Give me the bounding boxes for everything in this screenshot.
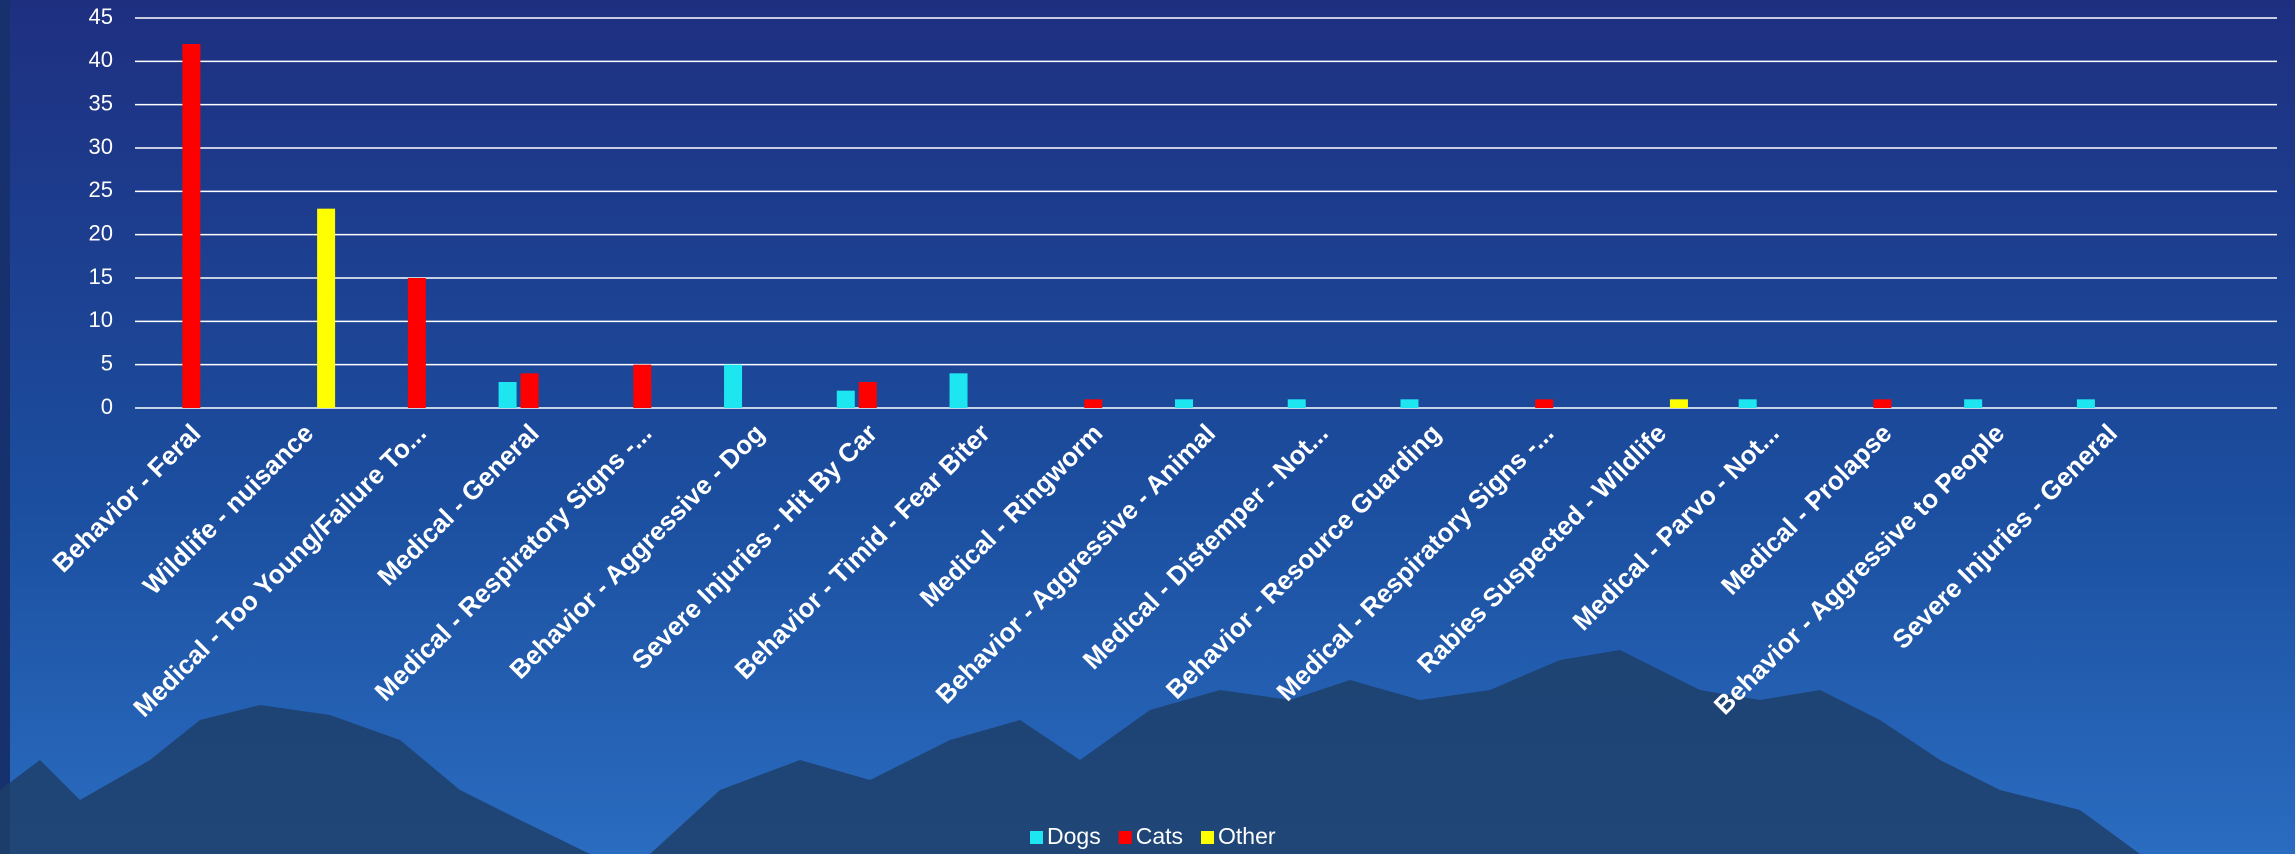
bar [498,382,517,408]
bar [858,382,877,408]
legend-label: Other [1218,823,1276,849]
bar [724,364,743,408]
bar [1084,399,1103,408]
bar [836,390,855,408]
bar [407,278,426,408]
bar [1738,399,1757,408]
bar [1175,399,1193,408]
edge [0,0,10,854]
legend-swatch [1030,831,1043,844]
y-tick-label: 40 [89,47,113,72]
bar [633,364,652,408]
mountain [650,650,2140,854]
bar [1400,399,1419,408]
y-tick-label: 45 [89,4,113,29]
bar [520,373,539,408]
y-tick-label: 10 [89,307,113,332]
bar [182,44,201,408]
y-tick-label: 35 [89,90,113,115]
legend-swatch [1201,831,1214,844]
legend-label: Dogs [1047,823,1101,849]
y-tick-label: 0 [101,394,113,419]
mountain [0,705,590,854]
bar [2076,399,2095,408]
bar [317,208,336,408]
bar [1964,399,1983,408]
bar [1873,399,1892,408]
bar [949,373,968,408]
bar [1287,399,1306,408]
legend-swatch [1118,831,1132,844]
y-tick-label: 5 [101,350,113,375]
y-tick-label: 20 [89,220,113,245]
legend-label: Cats [1136,823,1183,849]
y-tick-label: 25 [89,177,113,202]
bar [1535,399,1554,408]
bar [1669,399,1688,408]
y-tick-label: 30 [89,134,113,159]
y-tick-label: 15 [89,264,113,289]
